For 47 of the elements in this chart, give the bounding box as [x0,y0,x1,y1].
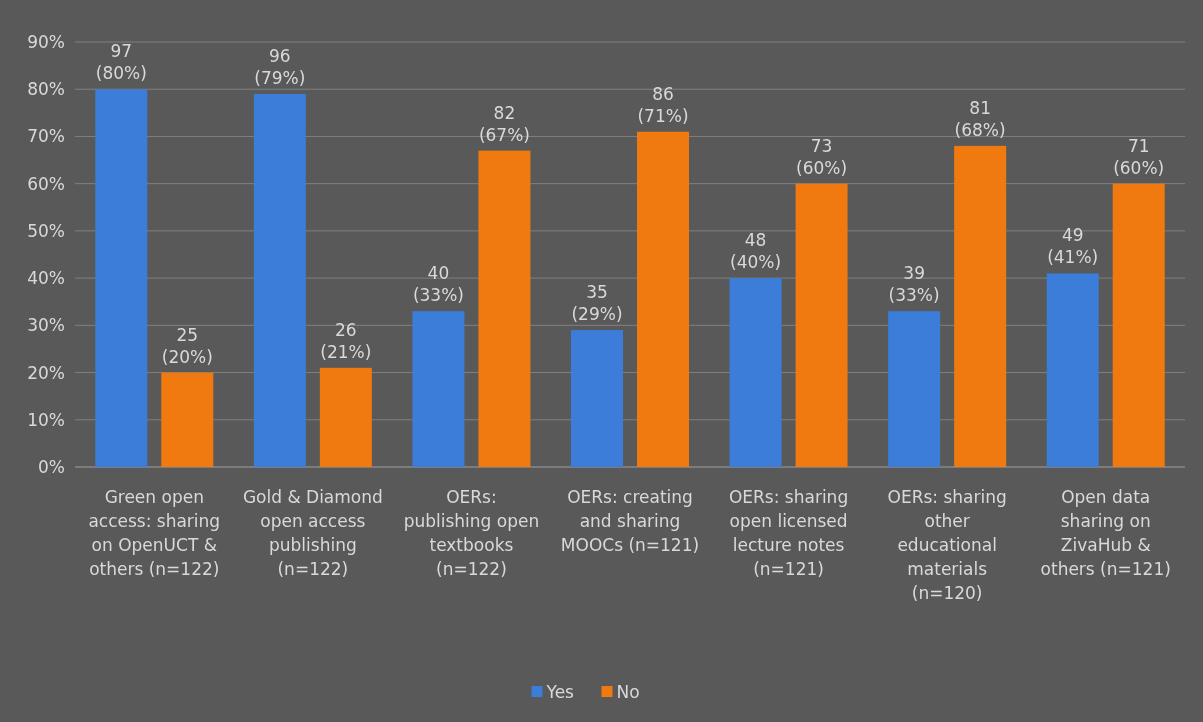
x-tick-label: OERs: publishing open textbooks (n=122) [403,487,540,579]
data-label: 25 (20%) [161,324,213,367]
data-label: 71 (60%) [1113,135,1165,178]
y-tick-label: 20% [27,362,65,383]
data-label: 49 (41%) [1047,225,1099,268]
data-label: 26 (21%) [320,319,372,362]
data-label: 48 (40%) [730,230,782,273]
legend-label: Yes [545,681,575,702]
y-tick-label: 30% [27,315,65,336]
y-tick-label: 60% [27,173,65,194]
y-tick-label: 50% [27,220,65,241]
x-tick-label: Green open access: sharing on OpenUCT & others (n=122) [88,487,221,579]
bar [478,150,531,467]
y-tick-label: 10% [27,409,65,430]
x-tick-label: Open data sharing on ZivaHub & others (n=121) [1040,487,1171,579]
data-label: 86 (71%) [637,83,689,126]
y-tick-label: 0% [38,456,65,477]
bar [253,93,306,467]
x-tick-label: Gold & Diamond open access publishing (n=122) [242,487,383,579]
y-tick-label: 40% [27,268,65,289]
bar [1112,183,1165,467]
bar [637,131,689,467]
data-label: 82 (67%) [478,102,530,145]
bar [571,330,623,467]
data-label: 96 (79%) [254,45,306,88]
x-tick-label: OERs: creating and sharing MOOCs (n=121) [560,487,700,555]
data-label: 73 (60%) [796,135,848,178]
bar [161,372,214,467]
bar [95,89,148,467]
legend-label: No [616,681,640,702]
data-label: 81 (68%) [954,97,1006,140]
bar [319,367,372,467]
y-tick-label: 80% [27,79,65,100]
bar [795,183,848,467]
data-label: 35 (29%) [571,282,623,325]
data-label: 40 (33%) [412,263,464,306]
bar [888,311,941,467]
bar [954,145,1007,467]
y-tick-label: 90% [27,31,65,52]
data-label: 97 (80%) [95,41,147,84]
bar [729,278,782,467]
x-tick-label: OERs: sharing open licensed lecture notes (n=121) [728,487,849,579]
bar [1046,273,1099,467]
data-label: 39 (33%) [888,263,940,306]
y-tick-label: 70% [27,126,65,147]
bar [412,311,465,467]
x-tick-label: OERs: sharing other educational materials (n=120) [887,487,1007,603]
